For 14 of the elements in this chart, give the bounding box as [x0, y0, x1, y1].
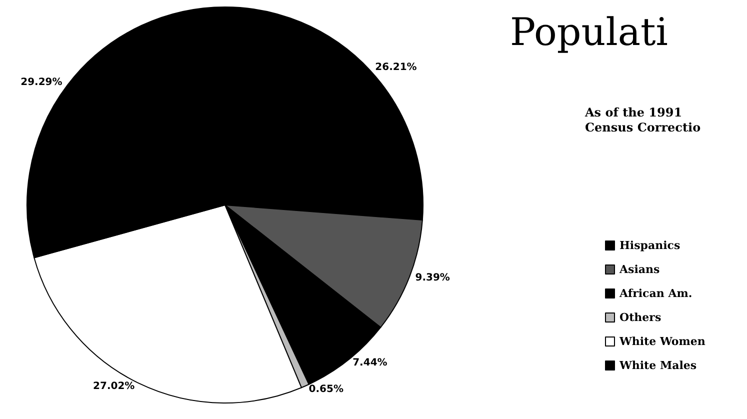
legend-label: Others — [620, 311, 662, 324]
chart-title: Populati — [510, 10, 668, 54]
data-label: 7.44% — [352, 358, 388, 369]
data-label: 27.02% — [93, 381, 135, 392]
legend-label: Asians — [618, 263, 660, 276]
legend-label: African Am. — [618, 287, 692, 300]
legend-label: White Women — [618, 335, 706, 348]
text: As of the 1991 Census Correctio — [584, 106, 701, 134]
data-label: 26.21% — [375, 62, 417, 74]
data-label: 9.39% — [415, 272, 450, 284]
legend-label: Hispanics — [620, 239, 680, 252]
legend-label: White Males — [618, 359, 697, 372]
data-label: 29.29% — [20, 77, 62, 88]
data-label: 0.65% — [308, 384, 344, 396]
